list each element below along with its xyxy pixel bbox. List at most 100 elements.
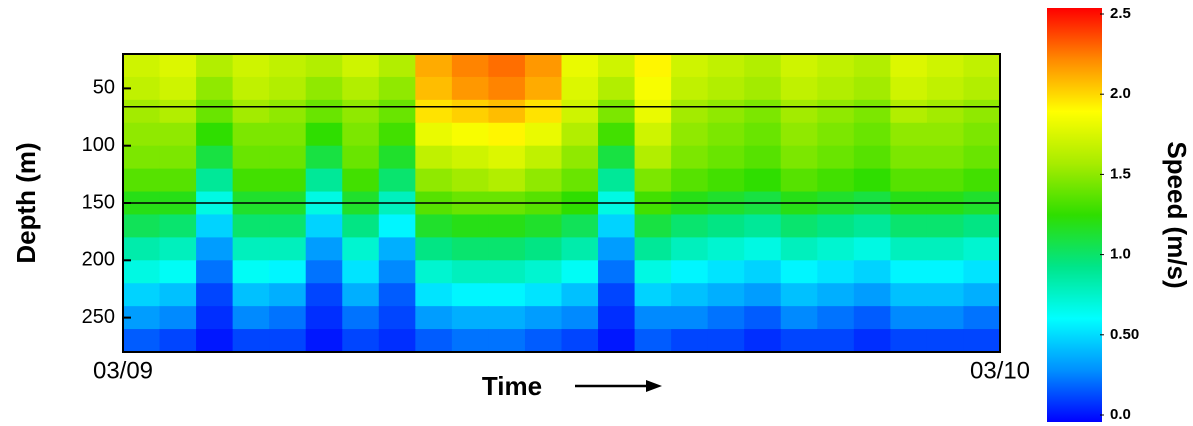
heat-cell (634, 237, 672, 261)
heat-cell (415, 260, 453, 284)
heat-cell (890, 329, 928, 353)
heat-cell (488, 99, 526, 124)
heat-cell (269, 260, 307, 284)
heat-cell (524, 168, 563, 193)
heat-cell (196, 76, 234, 101)
heat-cell (926, 54, 965, 78)
heat-cell (853, 260, 891, 284)
heat-cell (269, 122, 307, 147)
heat-cell (853, 122, 891, 147)
heat-cell (415, 329, 453, 353)
heat-cell (963, 306, 1001, 330)
heat-cell (159, 237, 197, 261)
heat-cell (963, 260, 1001, 284)
heat-cell (963, 329, 1001, 353)
heat-cell (415, 54, 453, 78)
heat-cell (451, 54, 490, 78)
heat-cell (451, 306, 490, 330)
heat-cell (269, 329, 307, 353)
heat-cell (488, 145, 526, 170)
heat-cell (123, 145, 161, 170)
heat-cell (671, 122, 709, 147)
heat-cell (926, 329, 965, 353)
heat-cell (378, 283, 416, 307)
heat-cell (890, 283, 928, 307)
heat-cell (524, 99, 563, 124)
heat-cell (598, 260, 636, 284)
heat-cell (232, 260, 270, 284)
y-tick-label: 250 (82, 306, 115, 328)
heat-cell (926, 260, 965, 284)
heat-cell (634, 54, 672, 78)
heat-cell (342, 168, 380, 193)
heat-cell (159, 329, 197, 353)
heat-cell (853, 214, 891, 238)
heat-cell (123, 283, 161, 307)
heat-cell (598, 99, 636, 124)
heat-cell (890, 214, 928, 238)
heat-cell (671, 168, 709, 193)
heat-cell (671, 99, 709, 124)
heat-cell (305, 214, 343, 238)
heat-cell (269, 237, 307, 261)
heat-cell (926, 214, 965, 238)
heat-cell (671, 237, 709, 261)
heat-cell (378, 260, 416, 284)
heat-cell (524, 306, 563, 330)
heat-cell (853, 76, 891, 101)
heat-cell (305, 237, 343, 261)
heat-cell (378, 329, 416, 353)
heat-cell (342, 237, 380, 261)
heat-cell (671, 260, 709, 284)
heat-cell (232, 283, 270, 307)
heat-cell (451, 122, 490, 147)
heat-cell (159, 145, 197, 170)
heat-cell (378, 99, 416, 124)
heat-cell (305, 122, 343, 147)
y-axis-label: Depth (m) (11, 142, 41, 263)
heat-cell (890, 145, 928, 170)
heat-cell (671, 54, 709, 78)
heat-cell (378, 54, 416, 78)
heat-cell (634, 168, 672, 193)
colorbar-tick-label: 0.0 (1110, 406, 1131, 423)
heat-cell (780, 54, 818, 78)
heat-cell (123, 260, 161, 284)
heat-cell (196, 54, 234, 78)
heat-cell (561, 54, 599, 78)
heat-cell (853, 99, 891, 124)
heat-cell (232, 214, 270, 238)
heat-cell (269, 283, 307, 307)
heat-cell (963, 54, 1001, 78)
y-tick-label: 50 (93, 77, 115, 99)
heat-cell (196, 145, 234, 170)
heat-cell (378, 122, 416, 147)
heat-cell (123, 76, 161, 101)
heat-cell (780, 260, 818, 284)
heat-cell (524, 122, 563, 147)
heat-cell (926, 306, 965, 330)
heat-cell (963, 214, 1001, 238)
heat-cell (598, 54, 636, 78)
y-tick-label: 100 (82, 134, 115, 156)
heat-cell (415, 214, 453, 238)
heat-cell (196, 168, 234, 193)
heat-cell (415, 76, 453, 101)
heat-cell (305, 54, 343, 78)
heat-cell (744, 145, 782, 170)
heat-cell (707, 99, 745, 124)
heat-cell (123, 54, 161, 78)
heat-cell (671, 283, 709, 307)
heat-cell (744, 260, 782, 284)
heat-cell (196, 122, 234, 147)
heat-cell (598, 237, 636, 261)
heat-cell (305, 145, 343, 170)
heat-cell (232, 99, 270, 124)
heat-cell (342, 260, 380, 284)
heat-cell (196, 99, 234, 124)
heat-cell (561, 329, 599, 353)
heat-cell (488, 306, 526, 330)
heat-cell (488, 329, 526, 353)
heat-cell (853, 168, 891, 193)
